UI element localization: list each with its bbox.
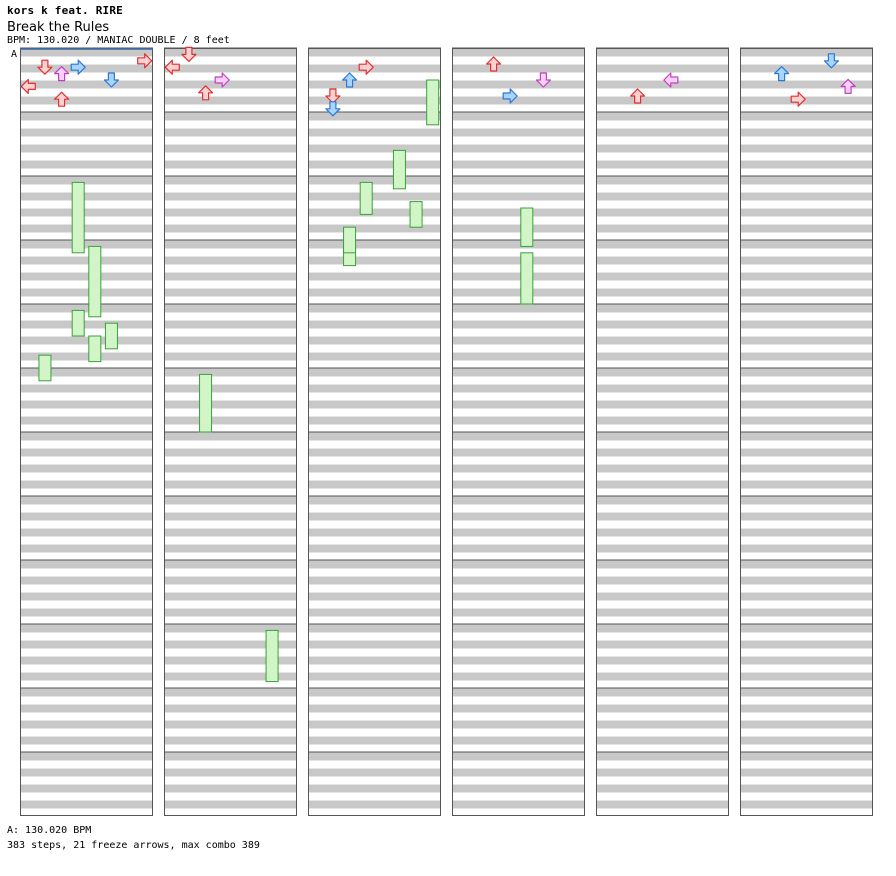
step-arrow (358, 59, 374, 75)
chart-column (740, 47, 873, 816)
chart-stats: 383 steps, 21 freeze arrows, max combo 3… (7, 840, 260, 851)
step-arrow (790, 91, 806, 107)
step-arrow (502, 88, 518, 104)
step-arrow (325, 101, 341, 117)
chart-column (308, 47, 441, 816)
step-arrow (53, 91, 70, 107)
step-arrow (840, 78, 856, 95)
chart-column (452, 47, 585, 816)
step-arrow (181, 46, 197, 63)
step-arrow (325, 88, 341, 104)
song-artist: kors k feat. RIRE (7, 4, 123, 17)
step-arrow (103, 72, 120, 88)
chart-info: BPM: 130.020 / MANIAC DOUBLE / 8 feet (7, 35, 230, 46)
freeze-arrow (265, 629, 279, 683)
step-arrow (214, 72, 230, 88)
step-arrow (20, 78, 36, 95)
step-arrow (198, 85, 214, 101)
step-arrow (53, 65, 70, 82)
step-arrow (629, 88, 646, 104)
freeze-arrow (71, 181, 85, 254)
chart-column (20, 47, 153, 816)
step-arrow (535, 72, 552, 88)
song-title: Break the Rules (7, 20, 110, 35)
chart-column (596, 47, 729, 816)
step-arrow (773, 65, 790, 82)
freeze-arrow (520, 207, 534, 247)
step-arrow (823, 53, 840, 69)
arrow-layer (20, 46, 856, 683)
step-arrow (486, 56, 502, 72)
freeze-arrow (359, 181, 373, 215)
step-arrow (70, 59, 86, 75)
freeze-arrow (71, 309, 85, 337)
freeze-arrow (426, 79, 440, 126)
freeze-arrow (199, 373, 213, 433)
freeze-arrow (409, 201, 423, 228)
freeze-arrow (88, 335, 102, 363)
step-arrow (164, 59, 180, 75)
freeze-arrow (343, 226, 357, 254)
freeze-arrow (104, 322, 118, 350)
freeze-arrow (520, 252, 534, 305)
step-arrow (342, 72, 358, 88)
step-arrow (137, 53, 153, 69)
freeze-arrow (88, 245, 102, 318)
step-arrow (37, 59, 53, 75)
freeze-arrow (38, 354, 52, 382)
chart-grid (20, 47, 873, 816)
bpm-legend: A: 130.020 BPM (7, 825, 92, 836)
freeze-arrow (392, 149, 406, 190)
bpm-marker-label: A (11, 49, 17, 60)
step-arrow (663, 72, 679, 88)
chart-column (164, 47, 297, 816)
